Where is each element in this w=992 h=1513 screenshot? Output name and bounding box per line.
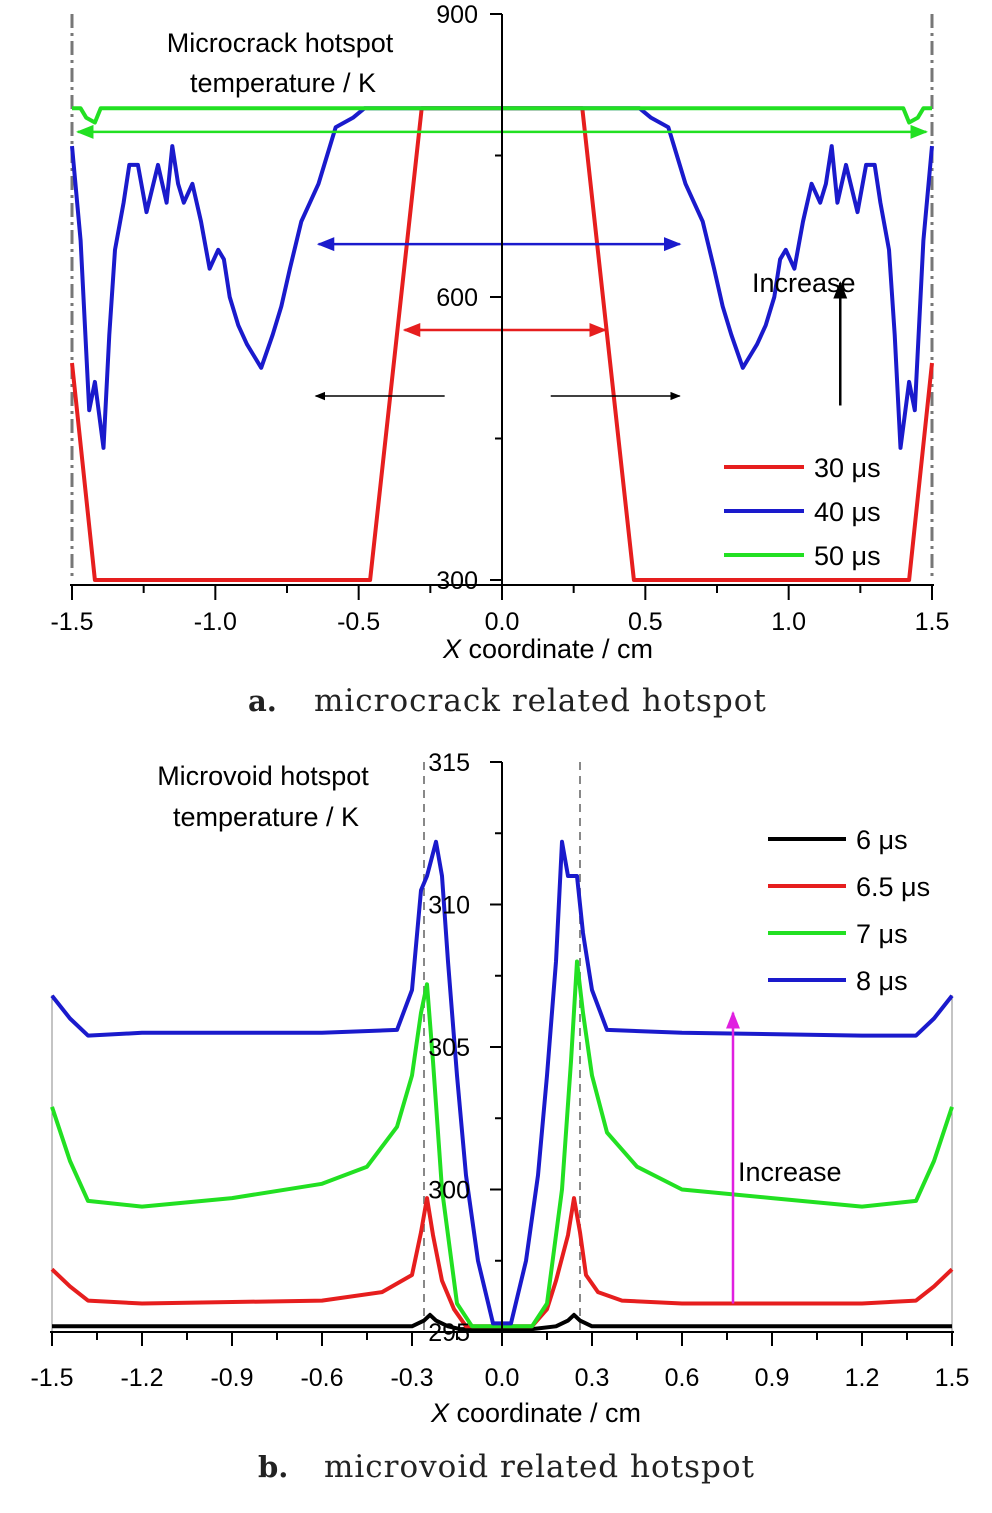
- panel-b-caption: microvoid related hotspot: [324, 1449, 755, 1485]
- panel-a-chart: -1.5 -1.0 -0.5 0.0 0.5 1.0 1.5 300 600 900 Microc…: [50, 1, 949, 719]
- panel-b-legend-label-7-s: 7 μs: [856, 919, 908, 949]
- panel-b-x-tick-label: -0.3: [390, 1364, 433, 1392]
- panel-b-x-tick-label: 0.0: [485, 1364, 520, 1392]
- panel-a-legend: 30 μs 40 μs 50 μs: [724, 453, 881, 571]
- panel-b-x-tick-label: 1.2: [845, 1364, 880, 1392]
- panel-a-y-tick-label: 600: [436, 284, 478, 312]
- panel-b-x-tick-label: 0.9: [755, 1364, 790, 1392]
- panel-b-legend-label-8-s: 8 μs: [856, 966, 908, 996]
- panel-a-caption-letter: a.: [248, 684, 277, 718]
- panel-b-legend-label-6-5-s: 6.5 μs: [856, 872, 930, 902]
- panel-a-xlabel: X coordinate / cm: [442, 634, 653, 664]
- panel-b-y-tick-label: 315: [428, 749, 470, 777]
- panel-b-xlabel: X coordinate / cm: [430, 1398, 641, 1428]
- panel-b-caption-letter: b.: [258, 1450, 288, 1484]
- panel-b-x-tick-label: -1.5: [30, 1364, 73, 1392]
- panel-b-x-tick-label: 0.3: [575, 1364, 610, 1392]
- panel-a-legend-label-50-s: 50 μs: [814, 541, 881, 571]
- panel-a-legend-label-40-s: 40 μs: [814, 497, 881, 527]
- panel-b-chart: -1.5 -1.2 -0.9 -0.6 -0.3 0.0 0.3 0.6 0.9 1.2 1.5 29…: [30, 749, 969, 1485]
- panel-a-x-tick-label: 1.5: [915, 608, 950, 636]
- panel-b-xlabel-rest: coordinate / cm: [449, 1398, 641, 1428]
- panel-a-x-tick-label: -0.5: [337, 608, 380, 636]
- panel-a-y-tick-label: 900: [436, 1, 478, 29]
- panel-b-ylabel-line1: Microvoid hotspot: [157, 761, 369, 791]
- panel-b-ylabel-line2: temperature / K: [173, 802, 359, 832]
- panel-b-x-tick-label: -0.9: [210, 1364, 253, 1392]
- panel-b-series-6-s: [52, 1312, 952, 1332]
- panel-a-xlabel-rest: coordinate / cm: [461, 634, 653, 664]
- panel-a-legend-label-30-s: 30 μs: [814, 453, 881, 483]
- panel-b-x-tick-label: 0.6: [665, 1364, 700, 1392]
- panel-b-y-tick-label: 310: [428, 892, 470, 920]
- panel-a-xlabel-var: X: [442, 634, 462, 664]
- panel-b-legend: 6 μs 6.5 μs 7 μs 8 μs: [768, 825, 930, 996]
- panel-a-y-tick-label: 300: [436, 567, 478, 595]
- panel-b-y-tick-label: 305: [428, 1034, 470, 1062]
- panel-a-ylabel-line1: Microcrack hotspot: [167, 28, 394, 58]
- panel-a-increase-label: Increase: [752, 268, 856, 298]
- panel-b-increase-label: Increase: [738, 1157, 842, 1187]
- panel-b-y-tick-label: 295: [428, 1319, 470, 1347]
- panel-a-x-tick-label: 0.0: [485, 608, 520, 636]
- panel-b-x-tick-label: 1.5: [935, 1364, 970, 1392]
- panel-a-x-tick-label: -1.5: [50, 608, 93, 636]
- panel-b-y-tick-label: 300: [428, 1177, 470, 1205]
- panel-a-ylabel-line2: temperature / K: [190, 68, 376, 98]
- panel-b-x-tick-label: -0.6: [300, 1364, 343, 1392]
- panel-a-caption: microcrack related hotspot: [314, 683, 767, 719]
- panel-a-x-tick-label: -1.0: [194, 608, 237, 636]
- panel-b-x-tick-label: -1.2: [120, 1364, 163, 1392]
- panel-a-x-tick-label: 0.5: [628, 608, 663, 636]
- panel-b-xlabel-var: X: [430, 1398, 450, 1428]
- panel-b-legend-label-6-s: 6 μs: [856, 825, 908, 855]
- panel-a-x-tick-label: 1.0: [771, 608, 806, 636]
